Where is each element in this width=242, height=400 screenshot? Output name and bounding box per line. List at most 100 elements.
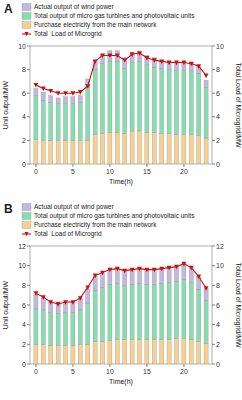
bar-segment [93, 290, 97, 341]
load-marker [71, 300, 76, 305]
y2-tick [212, 164, 215, 165]
bar-segment [197, 289, 201, 341]
bar-segment [204, 343, 208, 364]
load-marker [167, 61, 172, 66]
legend-swatch [22, 4, 31, 11]
plot-frame [30, 46, 212, 164]
load-marker [48, 89, 53, 94]
load-marker [56, 91, 61, 96]
bar-segment [130, 339, 134, 364]
load-marker [93, 274, 98, 279]
bar-segment [100, 341, 104, 364]
y2-tick-label: 6 [216, 302, 220, 309]
bar-segment [123, 339, 127, 364]
bar-segment [160, 68, 164, 133]
load-marker [196, 275, 201, 280]
y-tick [27, 344, 30, 345]
bar-segment [56, 104, 60, 141]
y-axis-label: Unit output/MW [2, 280, 10, 329]
y2-tick [212, 93, 215, 94]
load-line [36, 264, 206, 304]
bar-segment [56, 140, 60, 164]
panel: A0246810024681005101520Time(h)Unit outpu… [2, 2, 242, 186]
bar-segment [71, 104, 75, 141]
load-marker [181, 61, 186, 66]
y2-tick-label: 4 [216, 321, 220, 328]
y2-tick [212, 324, 215, 325]
x-tick-label: 0 [34, 368, 38, 375]
y2-tick [212, 116, 215, 117]
legend-swatch [22, 13, 31, 20]
bar-segment [174, 71, 178, 135]
load-marker [189, 62, 194, 67]
legend-label: Actual output of wind power [34, 203, 115, 211]
legend-label: Purchase electricity from the main netwo… [34, 221, 157, 229]
x-tick [109, 164, 110, 167]
x-tick [146, 364, 147, 367]
load-marker [174, 61, 179, 66]
legend-label: Total Load of Microgrid [34, 230, 102, 238]
y2-tick [212, 344, 215, 345]
bar-segment [167, 339, 171, 364]
bar-segment [71, 140, 75, 164]
y-tick-label: 10 [18, 43, 26, 50]
load-marker [100, 54, 105, 59]
y2-tick [212, 46, 215, 47]
x-axis-label: Time(h) [109, 378, 133, 386]
bar-segment [56, 98, 60, 104]
figure: A0246810024681005101520Time(h)Unit outpu… [0, 0, 242, 400]
bar-segment [152, 132, 156, 164]
bar-segment [182, 135, 186, 165]
y-tick-label: 8 [22, 66, 26, 73]
load-marker [189, 266, 194, 271]
x-tick [183, 164, 184, 167]
bar-segment [78, 344, 82, 364]
bar-segment [123, 285, 127, 339]
bar-segment [160, 283, 164, 339]
bar-segment [137, 61, 141, 131]
bar-segment [71, 97, 75, 104]
x-tick [146, 164, 147, 167]
bar-segment [41, 100, 45, 140]
load-marker [144, 56, 149, 61]
bar-segment [100, 64, 104, 134]
y-tick [27, 324, 30, 325]
bar-segment [167, 282, 171, 339]
bar-segment [34, 88, 38, 95]
x-tick [35, 364, 36, 367]
bar-segment [174, 281, 178, 338]
load-marker [56, 302, 61, 307]
x-tick-label: 10 [106, 368, 114, 375]
y2-axis-label: Total Load of Microgrid/MW [234, 262, 242, 348]
y-tick-label: 2 [22, 137, 26, 144]
bar-segment [167, 133, 171, 164]
x-tick [109, 364, 110, 367]
bar-segment [160, 133, 164, 164]
bar-segment [108, 284, 112, 340]
bar-segment [63, 140, 67, 164]
bar-segment [108, 132, 112, 164]
bar-segment [41, 92, 45, 100]
bar-segment [34, 309, 38, 344]
bar-segment [197, 73, 201, 136]
load-marker [78, 90, 83, 95]
bar-segment [167, 70, 171, 134]
y-tick [27, 285, 30, 286]
y-tick-label: 0 [22, 161, 26, 168]
bar-segment [152, 67, 156, 132]
bar-segment [145, 55, 149, 64]
legend: Actual output of wind powerTotal output … [22, 203, 195, 238]
x-tick-label: 20 [180, 368, 188, 375]
bar-segment [197, 136, 201, 164]
bar-segment [63, 97, 67, 104]
y-tick [27, 140, 30, 141]
bar-segment [108, 51, 112, 62]
y2-tick [212, 140, 215, 141]
bar-segment [78, 96, 82, 103]
load-marker [71, 91, 76, 96]
y2-tick [212, 285, 215, 286]
bar-segment [108, 61, 112, 132]
load-marker [78, 296, 83, 301]
x-tick-label: 5 [71, 168, 75, 175]
legend-label: Total output of micro gas turbines and p… [34, 12, 195, 20]
